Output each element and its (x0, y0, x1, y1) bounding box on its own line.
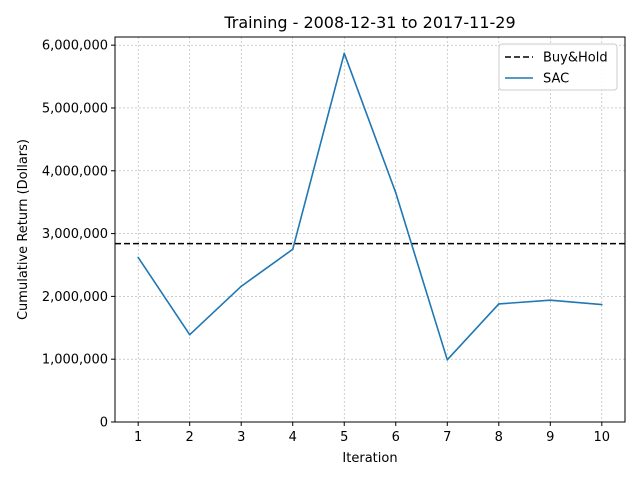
x-tick-label: 7 (443, 430, 451, 445)
y-tick-label: 2,000,000 (42, 290, 108, 305)
x-axis-label: Iteration (342, 451, 397, 466)
sac-data-point (137, 256, 139, 259)
sac-data-point (497, 303, 500, 305)
y-tick-label: 0 (100, 416, 108, 431)
y-tick-label: 5,000,000 (42, 101, 108, 116)
x-tick-label: 10 (594, 430, 611, 445)
sac-data-point (394, 191, 397, 194)
plot-frame (114, 36, 626, 423)
sac-data-point (343, 52, 346, 55)
x-tick-label: 8 (495, 430, 503, 445)
sac-data-point (188, 333, 191, 336)
axis-ticks: 1 2 3 4 5 6 7 8 9 10 0 1,000,000 2,000,000 3,000,000 4… (42, 39, 610, 445)
x-tick-label: 5 (340, 430, 348, 445)
sac-data-point (240, 285, 243, 288)
x-tick-label: 1 (134, 430, 142, 445)
sac-data-point (549, 299, 552, 301)
y-tick-label: 6,000,000 (42, 39, 108, 54)
chart-title: Training - 2008-12-31 to 2017-11-29 (223, 13, 515, 32)
legend: Buy&Hold SAC (498, 43, 618, 91)
sac-series-line (137, 52, 602, 361)
y-tick-label: 3,000,000 (42, 227, 108, 242)
x-tick-label: 6 (392, 430, 400, 445)
plot-data (115, 52, 625, 361)
y-tick-label: 1,000,000 (42, 353, 108, 368)
x-tick-label: 4 (289, 430, 297, 445)
legend-label: SAC (543, 72, 569, 87)
sac-data-point (601, 303, 603, 306)
grid (115, 37, 625, 423)
y-axis-label: Cumulative Return (Dollars) (16, 139, 31, 320)
y-tick-label: 4,000,000 (42, 164, 108, 179)
sac-data-point (446, 359, 449, 361)
legend-label: Buy&Hold (543, 51, 608, 66)
x-tick-label: 2 (186, 430, 194, 445)
sac-data-point (291, 248, 294, 251)
x-tick-label: 9 (546, 430, 554, 445)
x-tick-label: 3 (237, 430, 245, 445)
